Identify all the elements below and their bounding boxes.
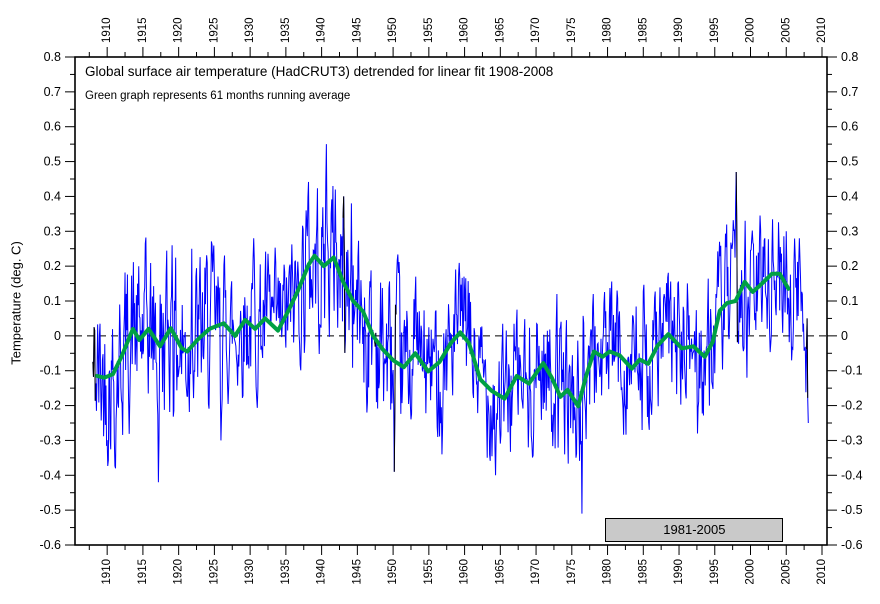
x-tick-label-bottom: 1975	[566, 559, 578, 585]
x-tick-label-bottom: 1935	[280, 559, 292, 585]
x-axis-top-ticks: 1910 1915 1920 1925 1930 1935 1940 1945 1950 1955…	[88, 17, 828, 57]
x-tick-label-bottom: 2010	[816, 559, 828, 585]
y-tick-label-right: 0.2	[841, 259, 858, 273]
x-tick-label-bottom: 1930	[244, 559, 256, 585]
x-tick-label-top: 1950	[387, 17, 399, 43]
x-tick-label-bottom: 1995	[709, 559, 721, 585]
x-tick-label-bottom: 1980	[602, 559, 614, 585]
annotation-box: 1981-2005	[605, 517, 784, 542]
y-tick-label-right: -0.6	[841, 538, 863, 552]
x-tick-label-top: 1910	[101, 17, 113, 43]
x-tick-label-top: 2010	[816, 17, 828, 43]
y-tick-label-left: 0.8	[44, 50, 61, 64]
x-tick-label-bottom: 1970	[530, 559, 542, 585]
x-tick-label-bottom: 1990	[673, 559, 685, 585]
y-tick-label-left: -0.3	[39, 433, 61, 447]
y-axis-title: Temperature (deg. C)	[8, 241, 24, 365]
running-average-line	[95, 253, 791, 409]
y-tick-label-left: 0.3	[44, 224, 61, 238]
annotation-box-label: 1981-2005	[663, 522, 726, 538]
x-tick-label-top: 1995	[709, 17, 721, 43]
x-tick-label-bottom: 1920	[173, 559, 185, 585]
y-tick-label-left: 0.4	[44, 189, 61, 203]
y-tick-label-left: -0.1	[39, 364, 61, 378]
y-tick-label-right: 0.4	[841, 189, 858, 203]
chart-subtitle: Green graph represents 61 months running…	[85, 90, 351, 102]
x-tick-label-bottom: 1940	[316, 559, 328, 585]
x-tick-label-bottom: 1945	[351, 559, 363, 585]
y-tick-label-right: 0.1	[841, 294, 858, 308]
x-tick-label-bottom: 1955	[423, 559, 435, 585]
x-tick-label-bottom: 2000	[745, 559, 757, 585]
y-tick-label-left: 0.6	[44, 120, 61, 134]
x-tick-label-bottom: 1965	[494, 559, 506, 585]
y-tick-label-left: -0.2	[39, 399, 61, 413]
y-tick-label-left: 0.7	[44, 85, 61, 99]
x-tick-label-top: 1975	[566, 17, 578, 43]
y-tick-label-right: 0.6	[841, 120, 858, 134]
y-tick-label-left: 0.5	[44, 155, 61, 169]
y-tick-label-right: 0.8	[841, 50, 858, 64]
y-tick-label-right: -0.4	[841, 468, 863, 482]
x-tick-label-top: 1970	[530, 17, 542, 43]
x-tick-label-top: 1980	[602, 17, 614, 43]
x-tick-label-top: 1990	[673, 17, 685, 43]
monthly-series-dark-segments	[92, 172, 809, 472]
x-tick-label-top: 1925	[208, 17, 220, 43]
y-tick-label-right: 0	[841, 329, 848, 343]
x-tick-label-top: 1960	[459, 17, 471, 43]
y-tick-label-right: -0.2	[841, 399, 863, 413]
x-tick-label-bottom: 1910	[101, 559, 113, 585]
y-tick-label-left: 0.2	[44, 259, 61, 273]
y-axis-right-ticks: 0.8 0.7 0.6 0.5 0.4 0.3 0.2 0.1 0 -0.1 -0.2 -0.3 -0.…	[827, 50, 863, 552]
y-axis-left-ticks: 0.8 0.7 0.6 0.5 0.4 0.3 0.2 0.1 0 -0.1 -0.2 -0.3 -0.…	[39, 50, 75, 552]
y-tick-label-right: -0.5	[841, 503, 863, 517]
x-tick-label-top: 1940	[316, 17, 328, 43]
chart-title: Global surface air temperature (HadCRUT3…	[85, 64, 554, 79]
x-tick-label-top: 1955	[423, 17, 435, 43]
monthly-series-line	[92, 144, 809, 514]
x-tick-label-bottom: 2005	[780, 559, 792, 585]
x-tick-label-top: 1945	[351, 17, 363, 43]
x-tick-label-bottom: 1950	[387, 559, 399, 585]
y-tick-label-left: 0.1	[44, 294, 61, 308]
y-tick-label-left: -0.4	[39, 468, 61, 482]
x-tick-label-top: 1985	[637, 17, 649, 43]
x-tick-label-bottom: 1925	[208, 559, 220, 585]
x-axis-bottom-ticks: 1910 1915 1920 1925 1930 1935 1940 1945 1950 1955…	[88, 545, 828, 585]
y-tick-label-right: -0.1	[841, 364, 863, 378]
x-tick-label-top: 1935	[280, 17, 292, 43]
y-tick-label-left: 0	[54, 329, 61, 343]
x-tick-label-bottom: 1915	[137, 559, 149, 585]
x-tick-label-top: 1920	[173, 17, 185, 43]
x-tick-label-top: 2005	[780, 17, 792, 43]
x-tick-label-bottom: 1985	[637, 559, 649, 585]
x-tick-label-top: 2000	[745, 17, 757, 43]
plot-border	[74, 56, 828, 546]
x-tick-label-top: 1930	[244, 17, 256, 43]
x-tick-label-top: 1965	[494, 17, 506, 43]
y-tick-label-right: 0.5	[841, 155, 858, 169]
x-tick-label-bottom: 1960	[459, 559, 471, 585]
y-tick-label-right: -0.3	[841, 433, 863, 447]
y-tick-label-left: -0.6	[39, 538, 61, 552]
x-tick-label-top: 1915	[137, 17, 149, 43]
y-tick-label-left: -0.5	[39, 503, 61, 517]
y-tick-label-right: 0.3	[841, 224, 858, 238]
y-tick-label-right: 0.7	[841, 85, 858, 99]
